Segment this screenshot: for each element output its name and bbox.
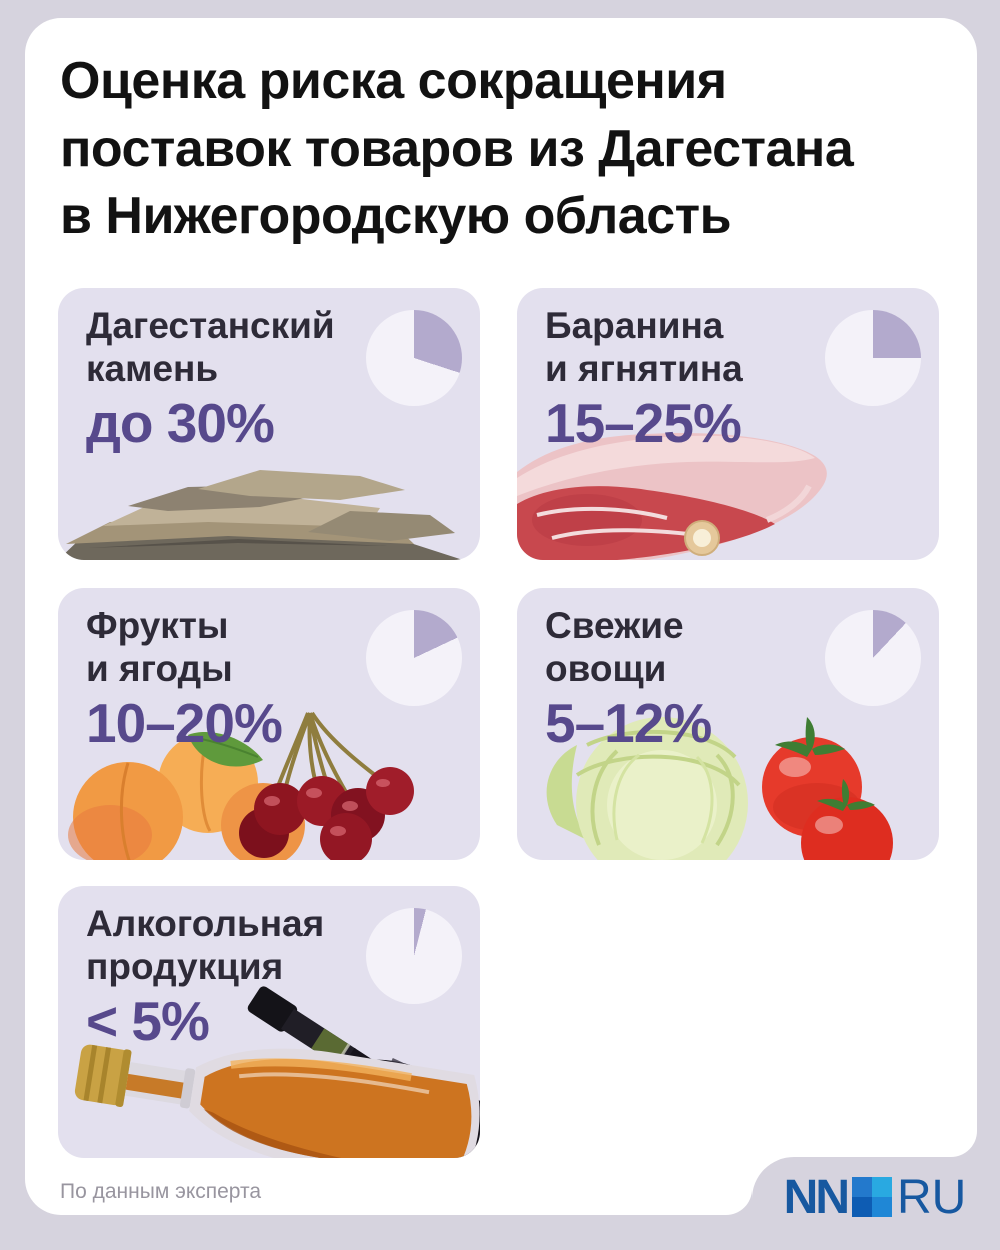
logo-square-icon (852, 1177, 892, 1217)
card-value: 15–25% (545, 392, 742, 454)
title-line: поставок товаров из Дагестана (60, 119, 854, 178)
logo-square-quadrant (872, 1177, 892, 1197)
nnru-logo: NN RU (766, 1166, 984, 1228)
notch-fillet-top (951, 1131, 977, 1157)
card-label: Фрукты и ягоды (86, 605, 233, 690)
card-value: 10–20% (86, 692, 283, 754)
card-label: Алкогольная продукция (86, 903, 325, 988)
vegetables-photo (546, 717, 893, 860)
pie-chart (366, 310, 462, 406)
card-label: Дагестанский камень (86, 305, 335, 390)
fruits-berries-photo (68, 711, 414, 860)
logo-text-ru: RU (897, 1170, 967, 1224)
pie-chart (366, 908, 462, 1004)
card-dagestan-stone: Дагестанский камень до 30% (58, 288, 480, 560)
pie-chart (825, 610, 921, 706)
card-label: Баранина и ягнятина (545, 305, 743, 390)
logo-text-nn: NN (783, 1170, 850, 1224)
card-value: до 30% (86, 392, 275, 454)
card-value: 5–12% (545, 692, 712, 754)
logo-square-quadrant (852, 1177, 872, 1197)
page-title: Оценка риска сокращения поставок товаров… (60, 48, 960, 251)
card-value: < 5% (86, 990, 210, 1052)
logo-square-quadrant (852, 1197, 872, 1217)
pie-chart (366, 610, 462, 706)
pie-chart (825, 310, 921, 406)
logo-square-quadrant (872, 1197, 892, 1217)
title-line: Оценка риска сокращения (60, 52, 727, 110)
card-lamb: Баранина и ягнятина 15–25% (517, 288, 939, 560)
title-line: в Нижегородскую область (60, 187, 732, 246)
alcohol-photo (74, 986, 480, 1158)
lamb-meat-photo (517, 432, 827, 560)
card-alcohol: Алкогольная продукция < 5% (58, 886, 480, 1158)
card-fruits: Фрукты и ягоды 10–20% (58, 588, 480, 860)
card-vegetables: Свежие овощи 5–12% (517, 588, 939, 860)
notch-fillet-left (726, 1189, 752, 1215)
card-label: Свежие овощи (545, 605, 684, 690)
stones-photo (58, 470, 463, 560)
source-note: По данным эксперта (60, 1180, 262, 1203)
